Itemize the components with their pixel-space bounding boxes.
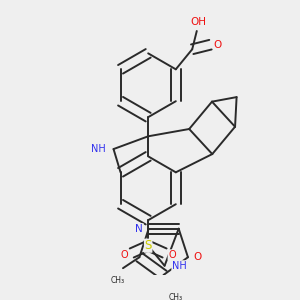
Text: S: S [145, 239, 152, 252]
Text: O: O [194, 252, 202, 262]
Text: NH: NH [92, 144, 106, 154]
Text: N: N [136, 224, 143, 234]
Text: O: O [214, 40, 222, 50]
Text: O: O [121, 250, 128, 260]
Text: O: O [168, 250, 176, 260]
Text: OH: OH [190, 17, 207, 27]
Text: CH₃: CH₃ [110, 276, 124, 285]
Text: CH₃: CH₃ [169, 293, 183, 300]
Text: NH: NH [172, 261, 187, 271]
